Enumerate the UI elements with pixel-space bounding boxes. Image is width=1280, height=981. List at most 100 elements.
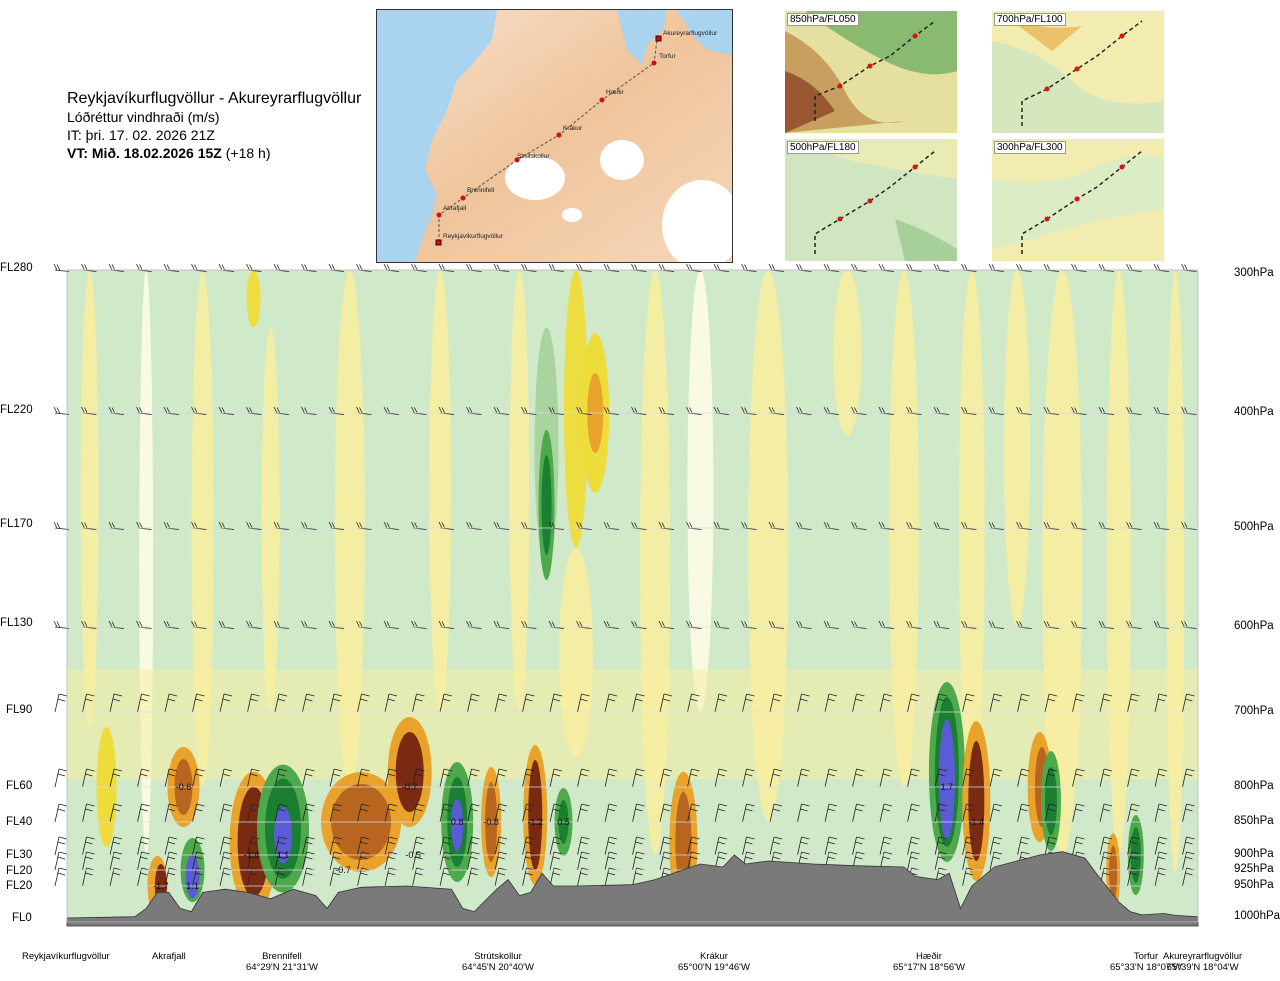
wind-barb	[769, 768, 783, 788]
wind-barb	[824, 803, 838, 823]
waypoint-name: Strútskollur	[474, 951, 522, 962]
wind-barb	[687, 803, 700, 823]
value-label: 1.7	[941, 782, 954, 792]
wind-barb	[54, 693, 68, 713]
wind-barb	[1154, 836, 1168, 856]
wind-barb	[54, 851, 68, 871]
pressure-gridlines	[67, 269, 1198, 919]
waypoint-coord: 65°33'N 18°07'W	[1110, 962, 1182, 973]
wind-barb	[274, 803, 288, 823]
wind-barb	[467, 836, 480, 856]
vertical-velocity-cell	[968, 741, 985, 861]
wind-barb	[522, 836, 535, 856]
wind-barb	[219, 693, 233, 713]
wind-barb	[907, 803, 920, 823]
wind-barb	[687, 768, 700, 788]
y-right-tick: 850hPa	[1234, 815, 1274, 827]
wind-barb	[219, 803, 233, 823]
wind-barb	[1154, 693, 1168, 713]
wind-barb	[852, 803, 865, 823]
terrain-shape	[66, 851, 1199, 927]
wind-barb	[1182, 803, 1195, 823]
y-left-tick: FL60	[6, 780, 33, 792]
wind-barb	[247, 836, 260, 856]
y-left-tick: FL280	[0, 262, 33, 274]
wind-barb	[357, 803, 370, 823]
wind-barb	[604, 768, 618, 788]
field-stripe	[261, 327, 280, 712]
wind-barb	[659, 803, 673, 823]
wind-barb	[797, 768, 810, 788]
wind-barb	[82, 836, 95, 856]
y-left-tick: FL40	[6, 816, 33, 828]
waypoint-label: Reykjavíkurflugvöllur	[22, 951, 110, 962]
wind-barb	[247, 693, 260, 713]
wind-barb	[1099, 693, 1113, 713]
value-label: -0.5	[405, 850, 421, 860]
wind-barb	[1017, 768, 1030, 788]
issue-time: IT: þri. 17. 02. 2026 21Z	[67, 127, 215, 143]
thumbnail-map	[785, 11, 957, 133]
glacier-shape	[662, 180, 732, 262]
waypoint-marker	[651, 60, 657, 66]
value-label: -0.8	[483, 817, 499, 827]
wind-barb	[687, 693, 700, 713]
wind-barb	[1099, 836, 1113, 856]
wind-barb	[769, 803, 783, 823]
wind-barb	[824, 836, 838, 856]
wind-barb	[329, 693, 343, 713]
map-label: Reykjavíkurflugvöllur	[443, 233, 504, 240]
wind-barb	[494, 803, 508, 823]
wind-barb	[384, 803, 398, 823]
wind-barb	[247, 768, 260, 788]
wind-barb	[302, 693, 315, 713]
thumbnail-500hpa[interactable]: 500hPa/FL180	[785, 139, 957, 261]
waypoint-marker	[599, 97, 605, 103]
wind-barb	[302, 768, 315, 788]
thumbnail-map	[785, 139, 957, 261]
vertical-velocity-cell	[541, 455, 552, 555]
field-stripe	[1004, 270, 1031, 627]
wind-barb	[1127, 836, 1140, 856]
vertical-velocity-cell	[274, 807, 293, 864]
thumbnail-700hpa[interactable]: 700hPa/FL100	[992, 11, 1164, 133]
wind-barb	[1182, 836, 1195, 856]
waypoint-label: Brennifell 64°29'N 21°31'W	[246, 951, 318, 973]
wind-barb	[989, 836, 1003, 856]
value-label: 1.1	[186, 881, 199, 891]
wind-barb	[1072, 693, 1085, 713]
wind-barb	[1044, 803, 1058, 823]
field-stripe	[509, 270, 530, 712]
wind-barb	[357, 836, 370, 856]
wind-barb	[137, 836, 150, 856]
wind-barb	[54, 768, 68, 788]
wind-barb	[962, 803, 975, 823]
thumbnail-map	[992, 11, 1164, 133]
wind-barb	[439, 693, 453, 713]
wind-barb	[1044, 836, 1058, 856]
field-stripe	[246, 270, 261, 328]
cross-section-chart: -1.7 1.1 -0.6 -1.4 1.1 -0.7 -0.5 -0.7 0.8 -0.8 -1.…	[53, 263, 1199, 927]
wind-barb	[604, 836, 618, 856]
thumbnail-300hpa[interactable]: 300hPa/FL300	[992, 139, 1164, 261]
valid-time-lead: (+18 h)	[225, 145, 271, 161]
wind-barb	[274, 768, 288, 788]
wind-barbs	[53, 263, 1197, 887]
wind-barb	[192, 768, 205, 788]
wind-barb	[824, 768, 838, 788]
wind-barb	[137, 803, 150, 823]
glacier-shape	[505, 156, 565, 200]
value-label: -1.7	[153, 881, 169, 891]
waypoint-label: Torfur 65°33'N 18°07'W	[1110, 951, 1182, 973]
wind-barb	[412, 768, 425, 788]
waypoint-marker	[655, 35, 662, 42]
y-left-tick: FL20	[6, 880, 33, 892]
wind-barb	[1154, 803, 1168, 823]
thumbnail-850hpa[interactable]: 850hPa/FL050	[785, 11, 957, 133]
wind-barb	[1072, 768, 1085, 788]
wind-barb	[549, 693, 563, 713]
value-label: 0.5	[557, 817, 570, 827]
value-label: -0.6	[176, 782, 192, 792]
y-right-tick: 1000hPa	[1234, 910, 1280, 922]
wind-barb	[439, 836, 453, 856]
